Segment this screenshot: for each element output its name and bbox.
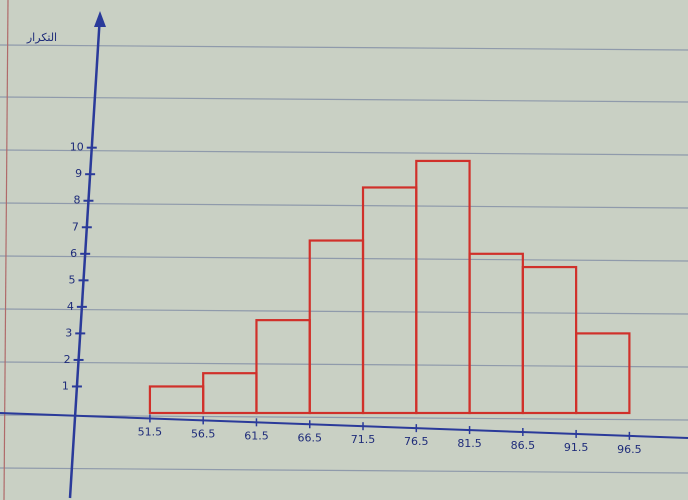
y-axis-label: التكرار (26, 31, 57, 44)
x-tick-label: 96.5 (617, 443, 642, 456)
bar (150, 386, 203, 413)
bar (523, 267, 576, 413)
chart: التكرار 1 2 3 4 5 6 7 8 9 10 51.5 56.5 61.5 66.5 71.5 7… (0, 0, 688, 500)
x-tick-label: 86.5 (511, 439, 536, 452)
x-tick-label: 81.5 (457, 437, 482, 450)
x-axis (0, 413, 688, 438)
x-tick-label: 51.5 (138, 425, 163, 438)
y-tick-label: 1 (62, 379, 69, 392)
y-tick-label: 6 (70, 247, 77, 260)
bar (470, 254, 523, 413)
bar (576, 333, 629, 413)
y-tick-label: 10 (70, 141, 84, 154)
bar (310, 241, 363, 413)
bar (416, 161, 469, 413)
x-tick-label: 76.5 (404, 435, 429, 448)
y-tick-label: 4 (67, 300, 74, 313)
x-tick-label: 66.5 (297, 431, 322, 444)
bar (256, 320, 309, 413)
y-tick-label: 7 (72, 220, 79, 233)
bar (363, 187, 416, 413)
y-tick-label: 8 (73, 194, 80, 207)
y-axis-arrow (94, 11, 106, 27)
x-tick-label: 56.5 (191, 427, 216, 440)
x-tick-label: 61.5 (244, 429, 269, 442)
y-tick-label: 3 (65, 326, 72, 339)
y-tick-label: 9 (75, 167, 82, 180)
x-tick-label: 71.5 (351, 433, 376, 446)
y-tick-label: 5 (69, 273, 76, 286)
bar (203, 373, 256, 413)
x-tick-label: 91.5 (564, 441, 589, 454)
y-tick-label: 2 (64, 353, 71, 366)
